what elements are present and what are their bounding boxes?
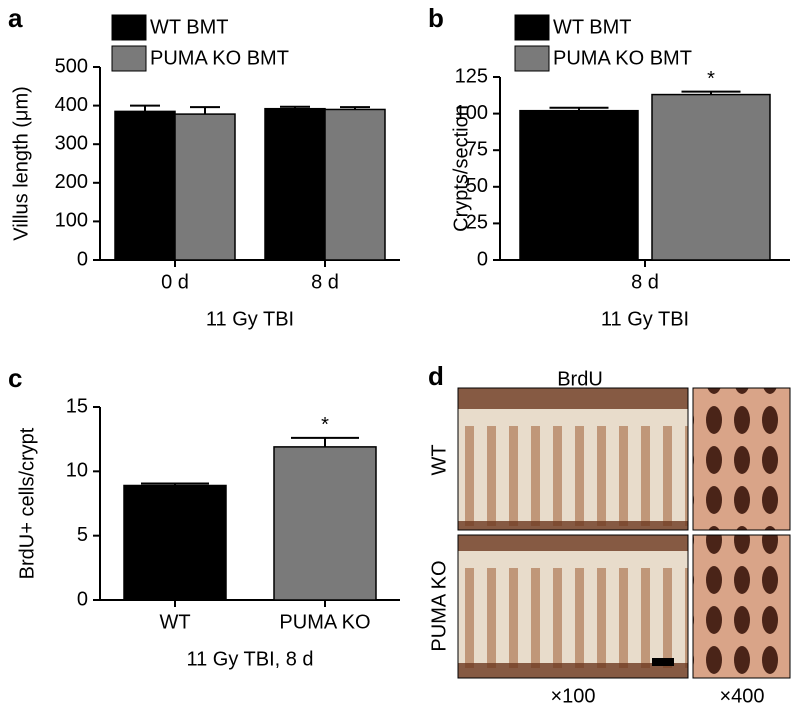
legend-swatch <box>514 14 550 41</box>
y-tick-label: 75 <box>466 138 488 160</box>
y-tick-label: 500 <box>55 55 88 77</box>
y-tick-label: 10 <box>66 460 88 482</box>
micrograph <box>692 534 791 679</box>
scale-bar <box>652 658 674 666</box>
y-axis-label: Villus length (μm) <box>10 86 32 241</box>
legend-swatch <box>111 14 147 41</box>
x-tick-label: 8 d <box>311 271 339 293</box>
legend-swatch <box>514 45 550 72</box>
y-tick-label: 15 <box>66 395 88 417</box>
y-tick-label: 0 <box>77 588 88 610</box>
micrograph <box>457 534 689 679</box>
bar <box>273 446 377 601</box>
y-tick-label: 50 <box>466 175 488 197</box>
bar <box>264 107 326 261</box>
y-tick-label: 5 <box>77 524 88 546</box>
x-axis-label: 11 Gy TBI <box>601 308 689 330</box>
panel-label: c <box>8 363 22 393</box>
bar <box>519 109 639 261</box>
legend-label: WT BMT <box>553 16 632 38</box>
y-tick-label: 400 <box>55 94 88 116</box>
bar <box>651 93 771 261</box>
panel-d: d BrdU WT PUMA KO ×100 ×400 <box>428 361 791 707</box>
micrograph <box>692 387 791 531</box>
column-label: ×100 <box>550 685 595 707</box>
significance-marker: * <box>321 414 329 436</box>
x-axis-label: 11 Gy TBI, 8 d <box>186 648 313 670</box>
y-tick-label: 0 <box>77 248 88 270</box>
x-tick-label: 0 d <box>161 271 189 293</box>
legend-swatch <box>111 45 147 72</box>
legend-label: WT BMT <box>150 16 229 38</box>
bar <box>114 110 176 261</box>
row-label: WT <box>428 444 450 475</box>
legend-label: PUMA KO BMT <box>150 47 289 69</box>
y-axis-label: Crypts/section <box>450 105 472 232</box>
column-label: ×400 <box>719 685 764 707</box>
panel-label: a <box>8 3 23 33</box>
panel-label: b <box>428 3 444 33</box>
bar <box>174 113 236 261</box>
x-tick-label: PUMA KO <box>279 611 370 633</box>
y-tick-label: 100 <box>55 210 88 232</box>
row-label: PUMA KO <box>428 560 450 651</box>
y-tick-label: 0 <box>477 248 488 270</box>
x-tick-label: 8 d <box>631 271 659 293</box>
panel-title: BrdU <box>557 368 603 390</box>
y-axis-label: BrdU+ cells/crypt <box>16 427 38 579</box>
x-tick-label: WT <box>159 611 190 633</box>
y-tick-label: 200 <box>55 171 88 193</box>
panel-label: d <box>428 361 444 391</box>
y-tick-label: 25 <box>466 212 488 234</box>
x-axis-label: 11 Gy TBI <box>206 308 294 330</box>
y-tick-label: 100 <box>455 102 488 124</box>
bar <box>123 484 227 601</box>
y-tick-label: 125 <box>455 65 488 87</box>
y-tick-label: 300 <box>55 132 88 154</box>
micrograph <box>457 387 689 531</box>
bar <box>324 108 386 261</box>
legend-label: PUMA KO BMT <box>553 47 692 69</box>
significance-marker: * <box>707 68 715 90</box>
